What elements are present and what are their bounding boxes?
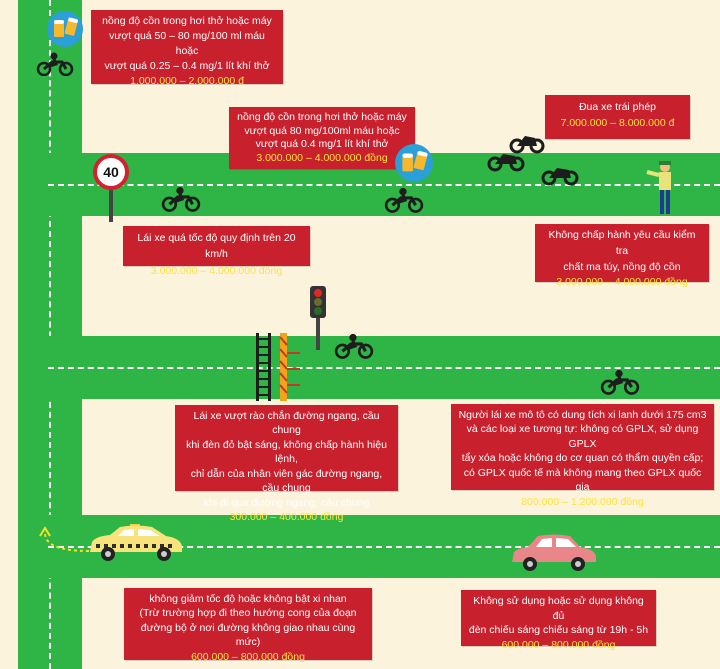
road-3-lane-marking	[48, 546, 720, 548]
fine-amount: 600.000 – 800.000 đồng	[501, 639, 616, 652]
fine-amount: 800.000 – 1.200.000 đồng	[521, 495, 644, 508]
violation-box-no-signal: không giảm tốc độ hoặc không bật xi nhan…	[124, 588, 372, 663]
motorbike-icon	[161, 186, 201, 212]
violation-box-no-license: Người lái xe mô tô có dung tích xi lanh …	[451, 404, 714, 508]
violation-text-line: vượt quá 0.4 mg/1 lít khí thở	[255, 138, 389, 151]
violation-text-line: (Trừ trường hợp đi theo hướng cong của đ…	[139, 607, 357, 620]
violation-text-line: khi đèn đỏ bật sáng, không chấp hành hiệ…	[186, 438, 387, 466]
violation-text-line: vượt quá 50 – 80 mg/100 ml máu hoặc	[109, 29, 265, 57]
violation-text-line: Không sử dụng hoặc sử dụng không đủ	[473, 595, 644, 622]
violation-text-line: đường bộ ở nơi đường không giao nhau cùn…	[140, 621, 356, 649]
violation-box-no-headlights: Không sử dụng hoặc sử dụng không đủ đèn …	[461, 590, 656, 651]
violation-text-line: vượt quá 0.25 – 0.4 mg/1 lít khí thở	[104, 59, 270, 72]
turn-arrow-icon	[39, 526, 90, 552]
racing-motorbikes-icon	[487, 136, 579, 186]
violation-text-line: không giảm tốc độ hoặc không bật xi nhan	[149, 593, 347, 605]
vertical-road-lane-marking	[49, 0, 51, 669]
motorbike-icon	[36, 52, 74, 76]
road-1-lane-marking	[48, 184, 720, 186]
violation-text-line: khi đi qua đường ngang, cầu chung	[203, 496, 370, 509]
beer-mugs-icon	[47, 11, 83, 47]
fine-amount: 1.000.000 – 2.000.000 đ	[130, 74, 244, 87]
traffic-light-pole	[316, 314, 320, 350]
railway-crossing-icon	[256, 333, 300, 401]
violation-box-refuse-drug-test: Không chấp hành yêu cầu kiểm tra chất ma…	[535, 224, 709, 288]
violation-box-railway-crossing: Lái xe vượt rào chắn đường ngang, cầu ch…	[175, 405, 398, 523]
violation-text-line: và các loại xe tương tự: không có GPLX, …	[466, 423, 699, 450]
beer-mugs-icon	[395, 144, 433, 182]
traffic-police-icon	[646, 161, 671, 214]
violation-box-illegal-racing: Đua xe trái phép 7.000.000 – 8.000.000 đ	[545, 95, 690, 139]
fine-amount: 3.000.000 – 4.000.000 đồng	[150, 264, 283, 277]
motorbike-icon	[600, 369, 640, 395]
violation-text-line: Không chấp hành yêu cầu kiểm tra	[548, 229, 696, 257]
violation-text-line: Lái xe vượt rào chắn đường ngang, cầu ch…	[193, 410, 380, 437]
fine-amount: 3.000.000 – 4.000.000 đồng	[556, 276, 688, 289]
violation-text-line: Đua xe trái phép	[578, 101, 657, 113]
violation-text-line: chỉ dẫn của nhân viên gác đường ngang, c…	[190, 467, 383, 495]
fine-amount: 3.000.000 – 4.000.000 đồng	[256, 151, 388, 164]
violation-text-line: Lái xe quá tốc độ quy định trên 20 km/h	[137, 232, 296, 261]
speed-sign-pole	[109, 190, 113, 222]
fine-amount: 7.000.000 – 8.000.000 đ	[560, 117, 675, 130]
violation-text-line: nồng độ cồn trong hơi thở hoặc máy	[237, 111, 407, 123]
pink-car-icon	[512, 534, 596, 571]
fine-amount: 600.000 – 800.000 đồng	[191, 650, 305, 663]
violation-text-line: đèn chiếu sáng chiếu sáng từ 19h - 5h	[468, 624, 649, 637]
violation-text-line: nồng độ cồn trong hơi thở hoặc máy	[102, 15, 272, 27]
violation-box-alcohol-level-1: nồng độ cồn trong hơi thở hoặc máy vượt …	[91, 10, 283, 87]
taxi-car-icon	[90, 524, 182, 561]
motorbike-icon	[384, 187, 424, 213]
traffic-light-icon	[310, 286, 326, 318]
violation-text-line: chất ma túy, nồng độ cồn	[563, 260, 681, 273]
fine-amount: 300.000 – 400.000 đồng	[229, 511, 344, 524]
violation-text-line: tẩy xóa hoặc không do cơ quan có thẩm qu…	[461, 452, 704, 465]
violation-box-alcohol-level-2: nồng độ cồn trong hơi thở hoặc máy vượt …	[229, 107, 415, 169]
violation-text-line: Người lái xe mô tô có dung tích xi lanh …	[458, 409, 707, 421]
violation-box-speeding: Lái xe quá tốc độ quy định trên 20 km/h …	[123, 226, 310, 277]
violation-text-line: có GPLX quốc tế mà không mang theo GPLX …	[463, 466, 702, 494]
violation-text-line: vượt quá 80 mg/100ml máu hoặc	[244, 124, 400, 137]
motorbike-icon	[334, 333, 374, 359]
road-2-lane-marking	[48, 367, 720, 369]
speed-limit-sign: 40	[93, 154, 129, 190]
